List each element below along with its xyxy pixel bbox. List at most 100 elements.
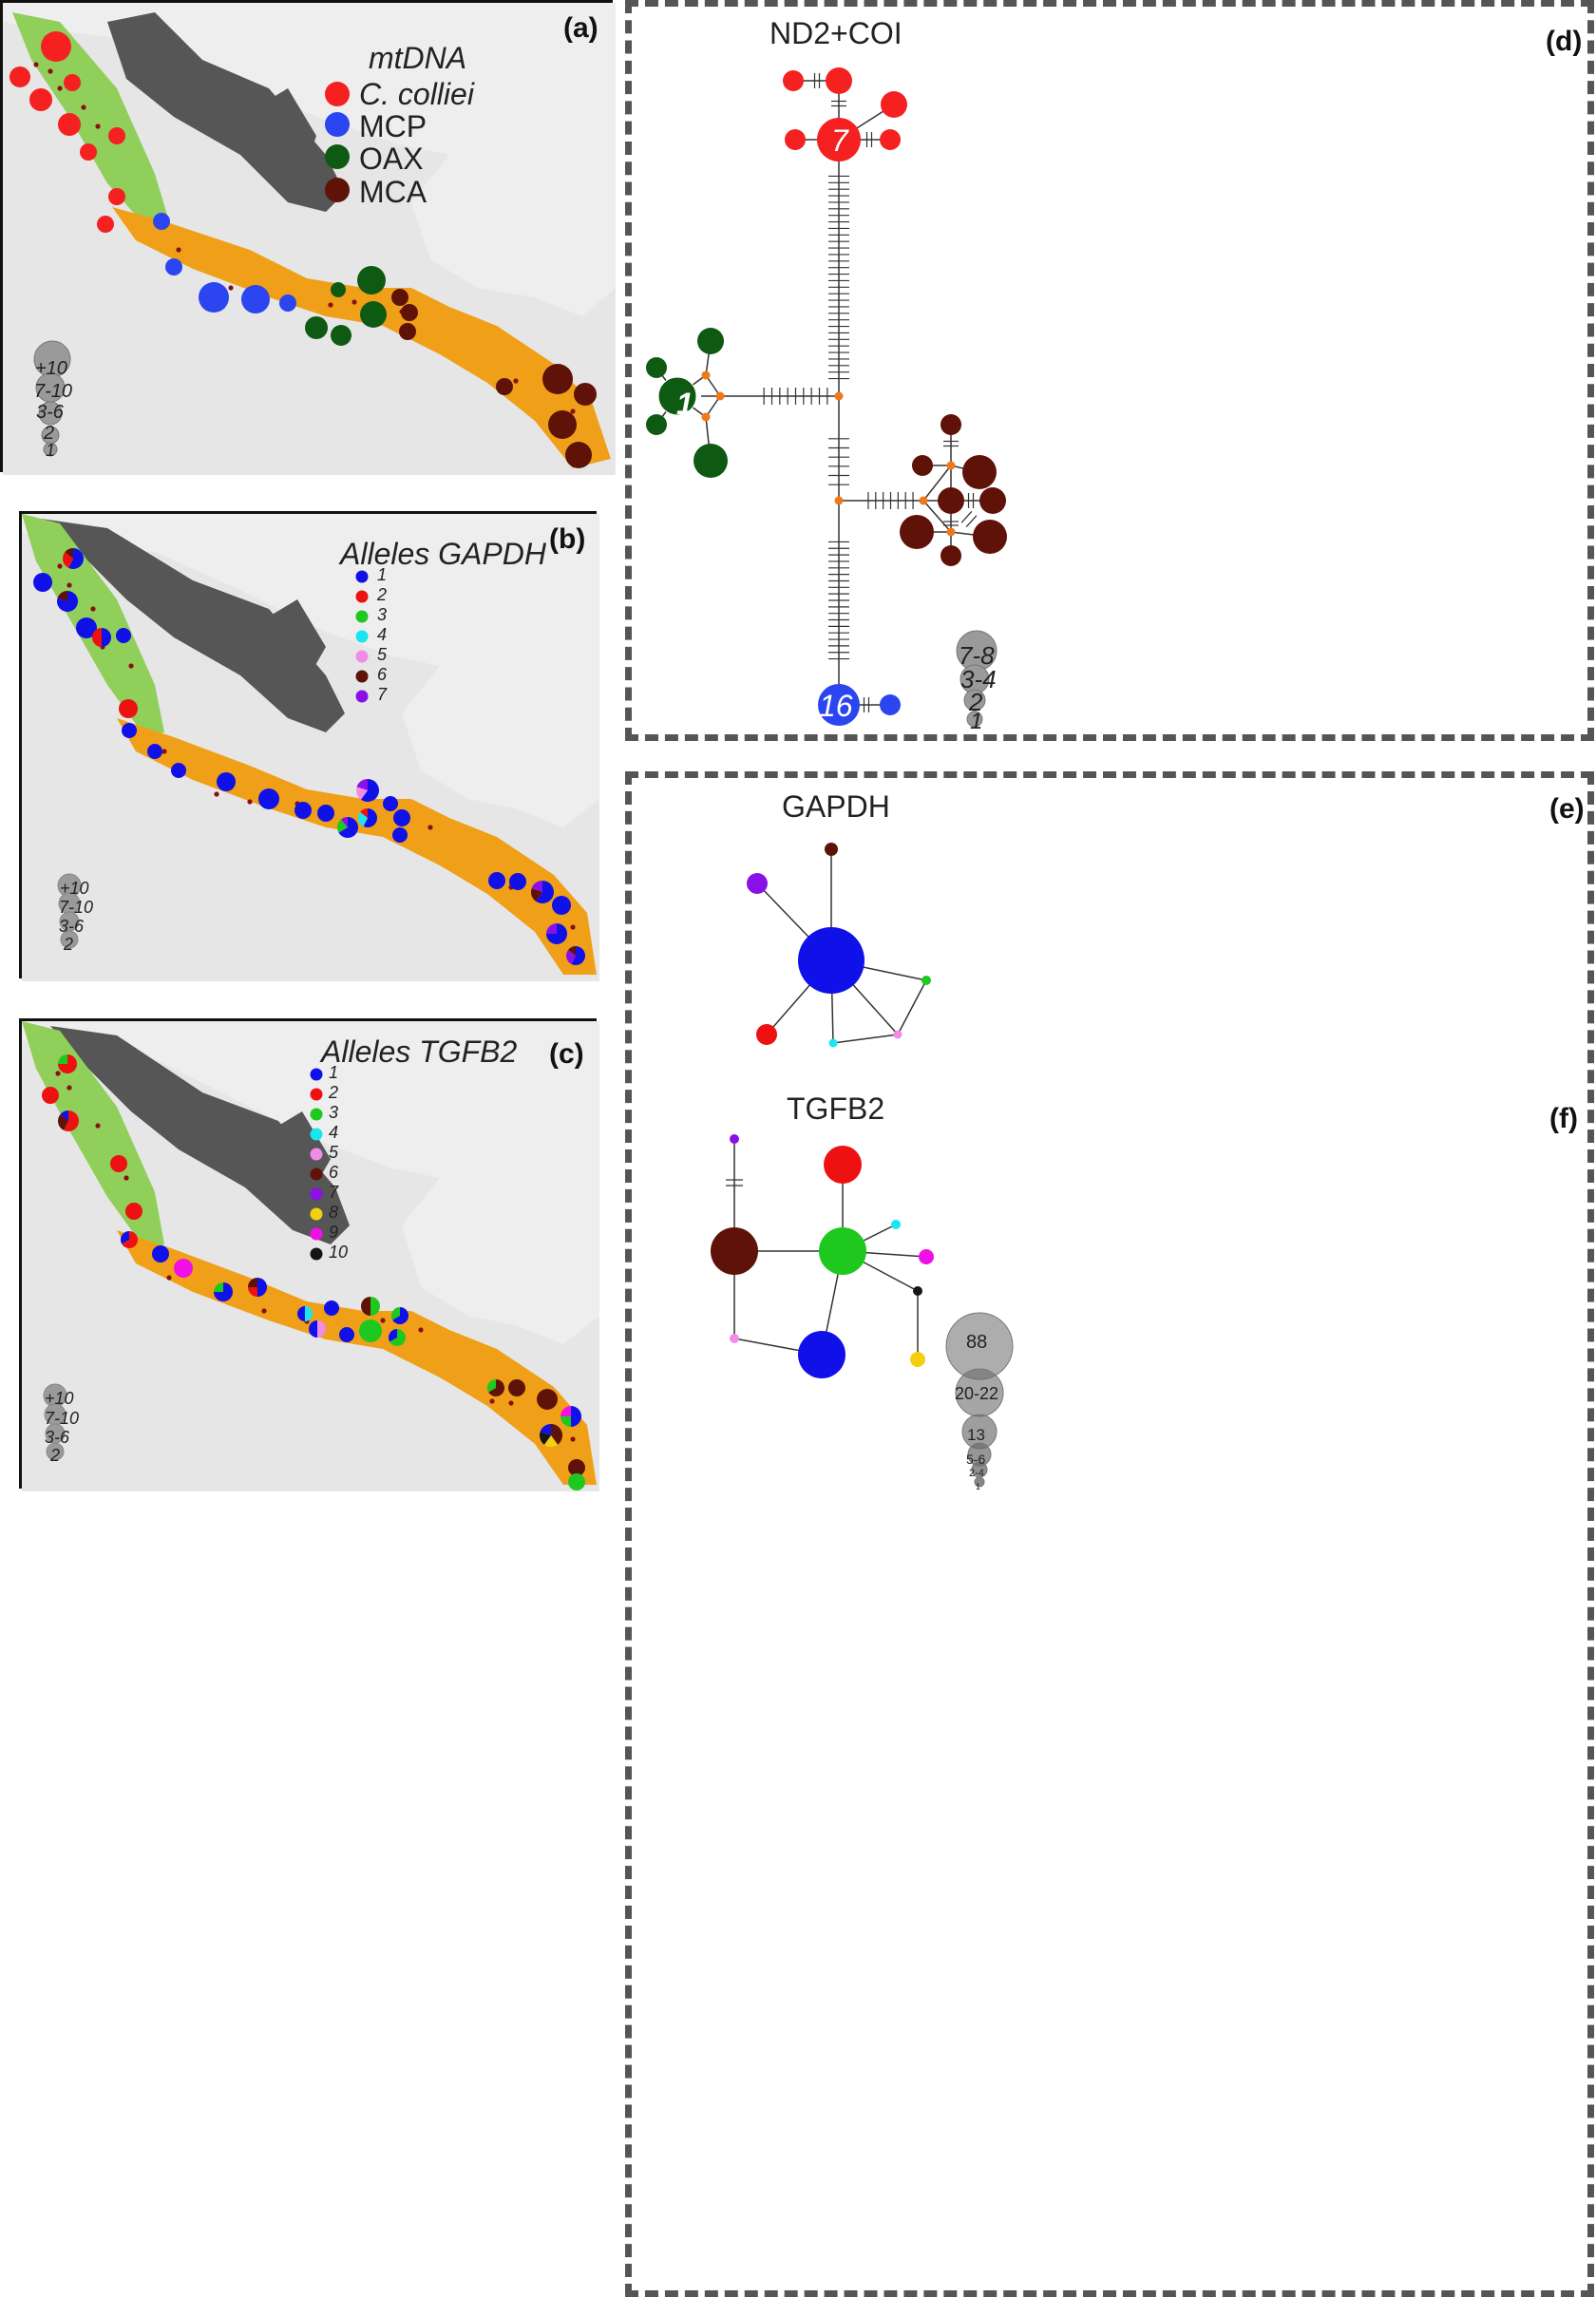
- map-c-site-pie-1: [42, 1087, 59, 1104]
- legend-b-item-4: 4: [377, 625, 388, 644]
- map-land: [22, 514, 599, 827]
- legend-b-swatch-2: [355, 590, 369, 603]
- map-a-site-pie-11: [199, 282, 229, 313]
- net-d-median-b3: [946, 527, 956, 537]
- panel-ef-nuclear-networks: GAPDH (e) TGFB2 (f) 88 20-22 13 5-6 2-4 …: [625, 771, 1594, 2297]
- map-a-site-pie-12: [241, 285, 270, 313]
- map-c-site-pie-12: [324, 1300, 339, 1316]
- map-b-site-pie-8: [147, 744, 162, 759]
- legend-item-mcp: MCP: [359, 109, 428, 143]
- legend-c-item-6: 6: [329, 1163, 339, 1182]
- map-b-site-pie-11: [258, 788, 279, 809]
- net-f-node-brown: [711, 1227, 758, 1275]
- map-a-site-pie-7: [108, 188, 125, 205]
- panel-f-title: TGFB2: [787, 1092, 885, 1126]
- net-d-median-stem2: [834, 496, 844, 505]
- map-c-site-pie-8-slice-1: [214, 1282, 223, 1292]
- scale-d-circle-2: [963, 689, 986, 712]
- map-c-site-pie-18-slice-0: [488, 1379, 504, 1396]
- scale-c-circle-3: [46, 1442, 65, 1461]
- map-b-site-pie-24-slice-1: [546, 923, 557, 934]
- map-a-site-dot-7: [228, 285, 234, 291]
- legend-c-item-3: 3: [329, 1103, 339, 1122]
- map-b-site-pie-25-slice-0: [571, 946, 585, 965]
- legend-b-item-1: 1: [377, 565, 388, 584]
- map-b-site-pie-15-slice-2: [356, 779, 368, 790]
- map-a-site-pie-19: [391, 289, 408, 306]
- network-d-count-red: 7: [831, 123, 848, 158]
- net-f-node-green: [819, 1227, 866, 1275]
- legend-c-item-5: 5: [329, 1143, 339, 1162]
- net-d-median-b2: [946, 461, 956, 470]
- map-a-site-pie-18: [331, 325, 352, 346]
- map-c-site-dot-0: [55, 1071, 61, 1076]
- map-a-site-pie-6: [80, 143, 97, 161]
- map-b-site-pie-4-slice-0: [102, 628, 111, 647]
- net-d-node-blue-center: [818, 684, 860, 726]
- net-f-node-purple: [730, 1134, 739, 1144]
- map-b-site-pie-0-slice-1: [63, 552, 73, 568]
- map-b-site-pie-14-slice-2: [340, 817, 348, 827]
- scale-f-circle-5: [974, 1476, 985, 1488]
- map-b-site-pie-16-slice-0: [363, 808, 378, 827]
- map-range-south: [112, 207, 611, 468]
- map-b-svg: [22, 514, 599, 981]
- map-c-site-pie-18-slice-1: [487, 1379, 496, 1393]
- legend-b-swatches: [355, 570, 369, 703]
- net-f-node-black: [913, 1286, 922, 1296]
- legend-c-item-9: 9: [329, 1223, 339, 1242]
- map-a-site-pie-9: [153, 213, 170, 230]
- panel-b-gapdh-map: (b) Alleles GAPDH 1 2 3 4 5 6 7 +10 7-10…: [19, 511, 599, 981]
- map-a-site-dot-3: [81, 104, 86, 110]
- legend-a-title: mtDNA: [369, 41, 467, 75]
- legend-swatch-oax: [325, 144, 350, 169]
- net-d-node-red-d: [785, 129, 806, 150]
- map-c-sites: [42, 1054, 585, 1490]
- net-d-node-brown-a: [940, 414, 961, 435]
- net-d-edge-b2: [922, 500, 952, 533]
- map-c-site-pie-14-slice-0: [370, 1297, 380, 1316]
- map-a-site-dot-6: [176, 247, 181, 253]
- legend-c-swatch-10: [310, 1247, 323, 1261]
- legend-c-item-10: 10: [329, 1243, 349, 1262]
- map-a-site-pie-3: [64, 74, 81, 91]
- network-f-graph: [711, 1134, 1014, 1488]
- net-d-node-green-c: [646, 414, 667, 435]
- map-a-site-dot-1: [48, 68, 53, 74]
- map-c-site-dot-2: [95, 1123, 101, 1129]
- map-a-site-pie-23: [542, 364, 573, 394]
- map-b-site-pie-0-slice-2: [65, 548, 73, 559]
- map-b-site-pie-13: [317, 805, 334, 822]
- map-c-site-pie-24: [568, 1473, 585, 1490]
- map-b-site-dot-11: [428, 825, 433, 830]
- legend-b-swatch-4: [355, 630, 369, 643]
- panel-f-label: (f): [1549, 1103, 1578, 1134]
- map-b-site-dot-4: [128, 663, 134, 669]
- map-b-size-scale: [57, 873, 82, 949]
- map-b-site-pie-25-slice-2: [568, 946, 576, 956]
- map-land: [3, 3, 616, 316]
- map-b-site-pie-14-slice-0: [338, 817, 358, 838]
- net-e-node-blue-center: [798, 927, 864, 994]
- map-a-site-pie-15: [357, 266, 386, 294]
- legend-b-swatch-6: [355, 670, 369, 683]
- net-f-node-yellow: [910, 1352, 925, 1367]
- map-b-site-pie-16-slice-2: [360, 808, 368, 818]
- net-f-node-magenta: [919, 1249, 934, 1264]
- panel-d-title: ND2+COI: [770, 16, 902, 50]
- legend-b-swatch-7: [355, 690, 369, 703]
- map-highland-central: [50, 1026, 350, 1244]
- map-a-site-pie-25: [548, 410, 577, 439]
- net-d-node-brown-f: [900, 515, 934, 549]
- map-b-site-pie-0-slice-0: [68, 548, 85, 569]
- map-c-site-pie-11-slice-0: [317, 1320, 326, 1338]
- map-land: [22, 1021, 599, 1344]
- map-b-site-pie-25-slice-1: [566, 949, 576, 965]
- map-a-site-dot-14: [570, 408, 576, 414]
- map-c-site-pie-16-slice-1: [391, 1307, 400, 1320]
- legend-swatch-mca: [325, 178, 350, 202]
- net-e-node-purple: [747, 873, 768, 894]
- legend-swatch-mcp: [325, 112, 350, 137]
- map-b-site-pie-14-slice-1: [337, 819, 348, 833]
- scale-d-label-2: 2: [969, 688, 983, 716]
